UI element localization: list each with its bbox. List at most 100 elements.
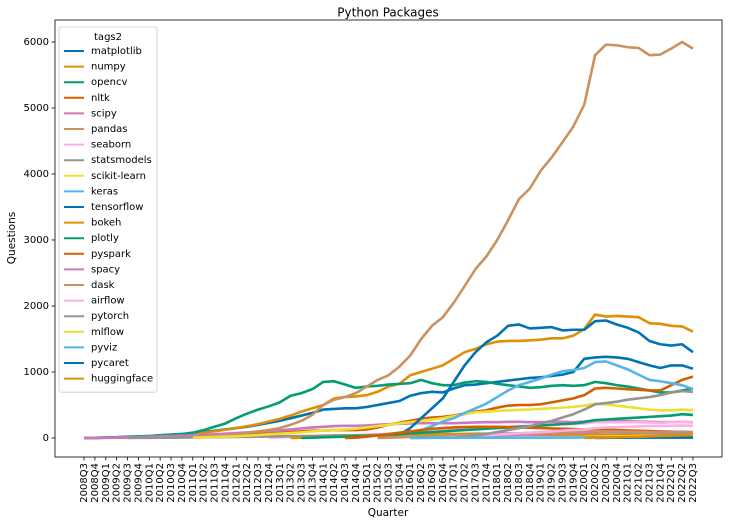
x-axis-label: Quarter [368, 507, 409, 519]
legend-label: opencv [91, 77, 127, 88]
legend-label: keras [91, 186, 118, 197]
legend-label: seaborn [91, 140, 131, 151]
legend: tags2 matplotlib numpy opencv nltk scipy panda… [58, 26, 158, 393]
y-tick-label: 0 [43, 433, 49, 444]
y-tick-label: 2000 [24, 301, 49, 312]
x-tick-label: 2016Q4 [438, 463, 449, 503]
x-tick-label: 2010Q2 [155, 463, 166, 503]
x-tick-label: 2008Q3 [79, 463, 90, 503]
x-tick-label: 2015Q1 [362, 463, 373, 503]
series-line [398, 319, 694, 436]
x-tick-label: 2014Q3 [340, 463, 351, 503]
x-tick-label: 2014Q4 [351, 463, 362, 503]
x-tick-label: 2020Q4 [612, 463, 623, 503]
series-line [84, 378, 694, 440]
x-tick-label: 2018Q3 [514, 463, 525, 503]
x-tick-label: 2011Q1 [188, 463, 199, 503]
x-tick-label: 2022Q2 [677, 463, 688, 503]
x-tick-label: 2019Q2 [547, 463, 558, 503]
legend-label: pytorch [91, 311, 129, 322]
y-tick-label: 3000 [24, 235, 49, 246]
x-tick-label: 2012Q1 [231, 463, 242, 503]
x-tick-label: 2022Q3 [688, 463, 699, 503]
y-tick-label: 4000 [24, 169, 49, 180]
legend-label: scikit-learn [91, 171, 146, 182]
legend-label: bokeh [91, 218, 121, 229]
x-tick-label: 2021Q2 [634, 463, 645, 503]
series-line [192, 402, 694, 439]
x-tick-label: 2017Q1 [449, 463, 460, 503]
legend-label: pyspark [91, 249, 131, 260]
x-tick-label: 2011Q3 [210, 463, 221, 503]
x-tick-label: 2012Q4 [264, 463, 275, 503]
x-tick-label: 2008Q4 [90, 463, 101, 503]
x-tick-label: 2015Q2 [373, 463, 384, 503]
legend-label: pandas [91, 124, 128, 135]
legend-label: scipy [91, 108, 117, 119]
x-tick-label: 2017Q3 [470, 463, 481, 503]
legend-label: matplotlib [91, 46, 142, 57]
y-axis-label: Questions [6, 212, 18, 264]
x-tick-label: 2020Q2 [590, 463, 601, 503]
legend-label: airflow [91, 296, 125, 307]
x-tick-label: 2012Q2 [242, 463, 253, 503]
x-tick-label: 2009Q4 [133, 463, 144, 503]
legend-label: plotly [91, 233, 119, 244]
x-tick-label: 2009Q2 [112, 463, 123, 503]
series-line [584, 433, 694, 440]
x-tick-label: 2016Q2 [416, 463, 427, 503]
x-tick-label: 2011Q4 [220, 463, 231, 503]
x-tick-label: 2022Q1 [666, 463, 677, 503]
chart-title: Python Packages [337, 6, 438, 20]
x-tick-label: 2021Q3 [644, 463, 655, 503]
x-tick-label: 2009Q3 [123, 463, 134, 503]
legend-label: huggingface [91, 374, 153, 385]
x-tick-label: 2014Q1 [318, 463, 329, 503]
y-tick-label: 1000 [24, 367, 49, 378]
y-tick-label: 6000 [24, 37, 49, 48]
x-tick-label: 2015Q4 [394, 463, 405, 503]
legend-label: mlflow [91, 327, 124, 338]
legend-title: tags2 [94, 32, 122, 43]
x-tick-label: 2010Q4 [177, 463, 188, 503]
legend-label: pycaret [91, 358, 129, 369]
x-tick-label: 2021Q1 [623, 463, 634, 503]
x-tick-label: 2014Q2 [329, 463, 340, 503]
x-tick-label: 2020Q1 [579, 463, 590, 503]
x-tick-label: 2015Q3 [384, 463, 395, 503]
x-tick-label: 2009Q1 [101, 463, 112, 503]
legend-label: tensorflow [91, 202, 143, 213]
x-tick-label: 2017Q2 [460, 463, 471, 503]
legend-label: dask [91, 280, 115, 291]
x-tick-label: 2019Q4 [568, 463, 579, 503]
y-tick-label: 5000 [24, 103, 49, 114]
x-tick-label: 2020Q3 [601, 463, 612, 503]
x-tick-label: 2010Q1 [144, 463, 155, 503]
series-line [453, 389, 694, 439]
x-tick-label: 2011Q2 [199, 463, 210, 503]
x-tick-label: 2016Q3 [427, 463, 438, 503]
legend-label: statsmodels [91, 155, 152, 166]
legend-label: spacy [91, 264, 120, 275]
x-tick-label: 2018Q4 [525, 463, 536, 503]
x-tick-label: 2019Q1 [536, 463, 547, 503]
x-tick-label: 2012Q3 [253, 463, 264, 503]
x-tick-label: 2019Q3 [557, 463, 568, 503]
x-tick-label: 2017Q4 [481, 463, 492, 503]
series-line [192, 40, 694, 439]
legend-label: numpy [91, 62, 126, 73]
x-tick-label: 2013Q3 [297, 463, 308, 503]
series-line [377, 360, 694, 439]
x-tick-label: 2013Q2 [286, 463, 297, 503]
legend-label: pyviz [91, 342, 117, 353]
legend-label: nltk [91, 93, 110, 104]
x-tick-label: 2018Q1 [492, 463, 503, 503]
x-tick-label: 2018Q2 [503, 463, 514, 503]
x-tick-label: 2013Q4 [307, 463, 318, 503]
x-tick-label: 2021Q4 [655, 463, 666, 503]
x-tick-label: 2010Q3 [166, 463, 177, 503]
x-tick-label: 2013Q1 [275, 463, 286, 503]
x-tick-label: 2016Q1 [405, 463, 416, 503]
